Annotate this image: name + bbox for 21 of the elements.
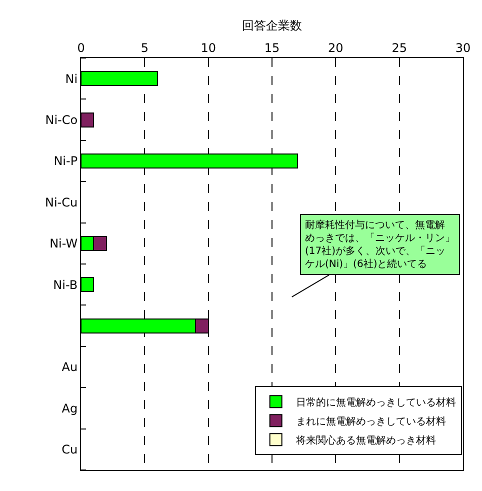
x-tick-label: 5 bbox=[140, 41, 148, 56]
annotation: 耐摩耗性付与について、無電解めっきでは、「ニッケル・リン」(17社)が多く、次いで、「ニッケル(Ni)」(6社)と続いてる bbox=[305, 219, 455, 270]
y-tick-label: Ni-B bbox=[53, 278, 78, 292]
y-tick-label: Ni-Cu bbox=[44, 195, 78, 210]
y-tick-label: Ni-P bbox=[54, 154, 78, 168]
x-tick-label: 15 bbox=[264, 41, 280, 56]
x-axis-title: 回答企業数 bbox=[242, 18, 302, 32]
legend-label: 日常的に無電解めっきしている材料 bbox=[296, 396, 456, 409]
y-tick-label: Au bbox=[62, 360, 78, 374]
x-tick-label: 30 bbox=[455, 41, 471, 56]
x-tick-label: 20 bbox=[328, 41, 344, 56]
x-tick-label: 25 bbox=[392, 41, 407, 56]
y-tick-label: Cu bbox=[62, 442, 78, 457]
y-tick-label: Ni-Co bbox=[45, 113, 78, 127]
legend-label: 将来関心ある無電解めっき材料 bbox=[294, 434, 436, 447]
y-tick-label: Ni-W bbox=[50, 236, 78, 251]
legend-label: まれに無電解めっきしている材料 bbox=[296, 416, 446, 428]
y-tick-label: Ni bbox=[65, 72, 78, 86]
x-tick-label: 0 bbox=[77, 41, 85, 56]
y-tick-label: Ag bbox=[62, 401, 78, 416]
x-tick-label: 10 bbox=[200, 41, 216, 56]
